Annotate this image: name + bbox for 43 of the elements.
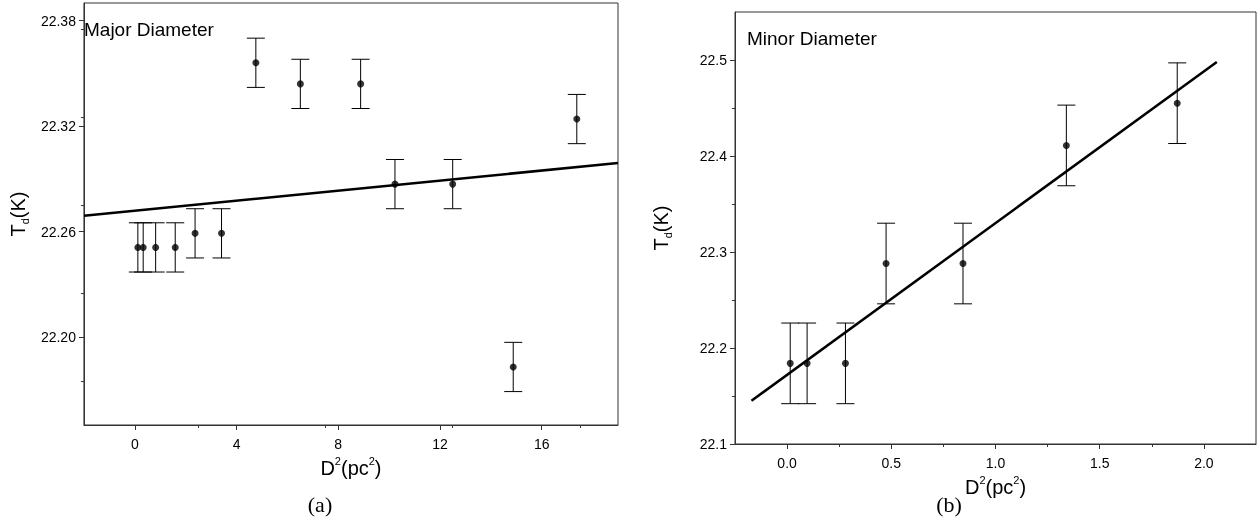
point	[296, 80, 304, 88]
y-tick-label: 22.20	[40, 329, 77, 346]
point	[191, 229, 199, 237]
point	[252, 59, 260, 67]
y-axis-title: Td(K)	[650, 205, 674, 251]
point	[1062, 141, 1070, 149]
text: (b)	[936, 491, 962, 517]
y-tick-label: 22.2	[699, 340, 728, 356]
point	[152, 243, 160, 251]
text: Minor Diameter	[747, 28, 878, 49]
x-tick-label: 0.0	[777, 455, 798, 471]
point	[803, 359, 811, 367]
x-tick-label: 8	[334, 436, 343, 452]
point	[357, 80, 365, 88]
y-tick-label: 22.4	[699, 148, 728, 164]
x-tick-label: 2.0	[1194, 455, 1214, 471]
x-tick-label: 12	[432, 436, 448, 452]
point	[882, 260, 890, 268]
y-tick-label: 22.5	[699, 52, 728, 68]
y-tick-label: 22.3	[699, 244, 728, 260]
point	[573, 115, 581, 123]
point	[139, 243, 147, 251]
y-tick-label: 22.26	[40, 223, 77, 240]
x-tick-label: 1.0	[985, 455, 1006, 471]
point	[959, 260, 967, 268]
point	[171, 243, 179, 251]
x-tick-label: 0.5	[881, 455, 902, 471]
y-tick-label: 22.38	[40, 12, 77, 29]
point	[218, 229, 226, 237]
point	[509, 363, 517, 371]
point	[841, 359, 849, 367]
y-tick-label: 22.1	[699, 436, 728, 452]
y-tick-label: 22.32	[40, 118, 77, 135]
text: Major Diameter	[84, 19, 215, 40]
x-tick-label: 1.5	[1089, 455, 1110, 471]
x-tick-label: 4	[232, 436, 241, 452]
text: (a)	[307, 491, 333, 517]
point	[449, 180, 457, 188]
x-tick-label: 0	[130, 436, 139, 452]
y-axis-title: Td(K)	[7, 191, 31, 237]
point	[1173, 99, 1181, 107]
point	[786, 359, 794, 367]
x-tick-label: 16	[533, 436, 550, 452]
